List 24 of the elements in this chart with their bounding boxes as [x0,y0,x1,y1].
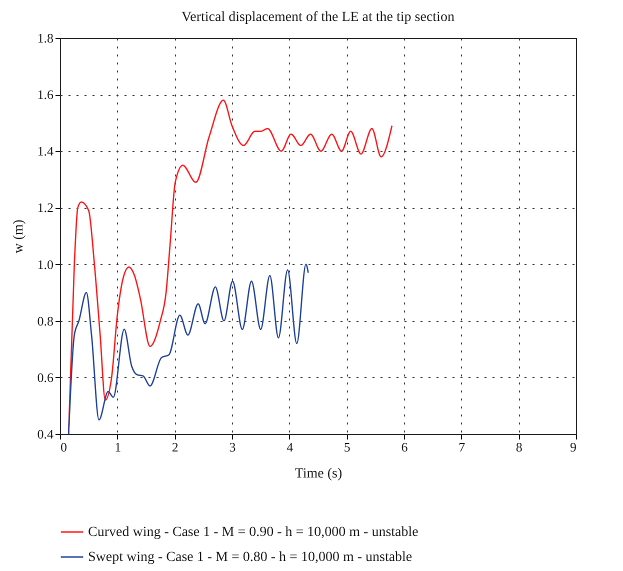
x-tick-label: 8 [516,440,522,454]
x-tick-label: 0 [60,440,67,454]
y-tick-label: 0.4 [37,426,54,442]
y-tick-label: 1.6 [37,87,54,102]
x-tick-label: 3 [229,440,236,454]
x-tick-label: 9 [570,440,576,454]
x-tick-label: 6 [401,440,408,454]
y-tick-label: 1.0 [37,256,54,272]
x-tick-label: 7 [458,440,466,454]
x-tick-label: 1 [114,440,122,454]
x-tick-label: 5 [344,440,350,454]
y-tick-label: 1.4 [37,144,54,159]
y-tick-label: 0.6 [37,370,54,385]
x-axis-title: Time (s) [294,466,342,482]
y-tick-label: 0.8 [37,313,54,328]
y-axis-title: w (m) [11,219,26,254]
legend-label: Swept wing - Case 1 - M = 0.80 - h = 10,000 m - unstable [88,550,412,565]
legend-label: Curved wing - Case 1 - M = 0.90 - h = 10,000 m - unstable [88,525,418,540]
chart-title: Vertical displacement of the LE at the tip section [182,10,454,25]
y-tick-label: 1.2 [37,200,54,216]
line-series [68,264,309,434]
y-tick-label: 1.8 [37,30,54,46]
x-tick-label: 2 [172,440,178,454]
x-tick-label: 4 [286,440,294,454]
